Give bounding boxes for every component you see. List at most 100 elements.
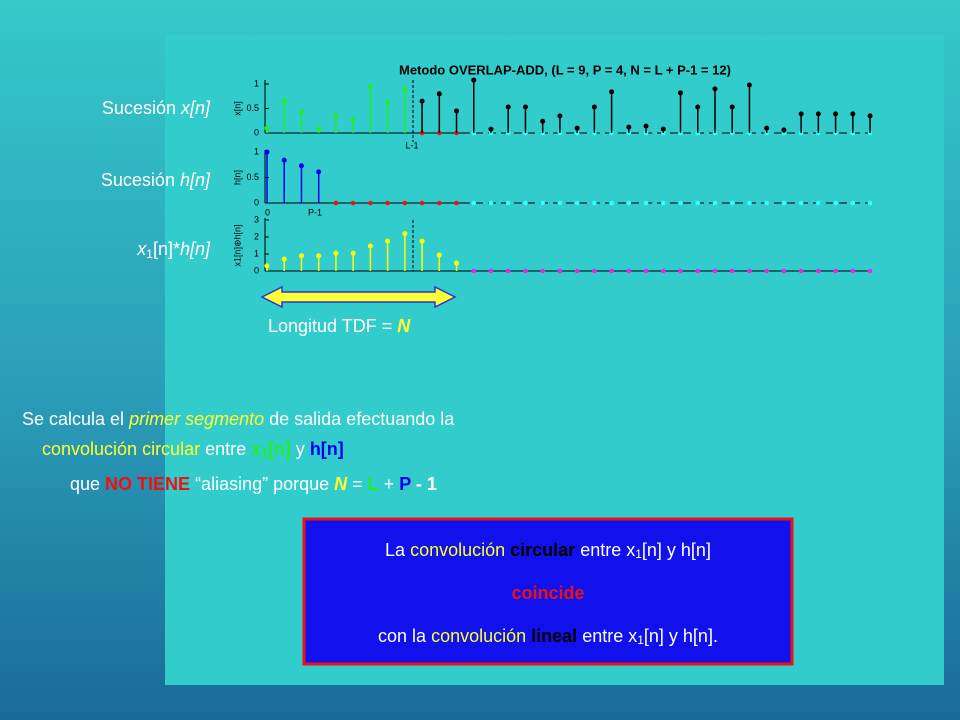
- stem-head: [436, 252, 442, 258]
- stem-head: [350, 250, 356, 256]
- decorations: [264, 80, 872, 272]
- marker-label: P-1: [308, 207, 322, 217]
- zero-dot: [833, 268, 838, 274]
- stem-head: [540, 118, 546, 124]
- zero-dot: [764, 200, 769, 206]
- zero-dot: [557, 200, 563, 206]
- text: circular: [510, 540, 575, 560]
- zero-dot: [523, 268, 528, 274]
- text: [n] y h[n].: [644, 626, 718, 646]
- text: P: [399, 474, 411, 494]
- stem-head: [522, 104, 528, 110]
- stem-head: [454, 260, 460, 266]
- stem-head: [781, 127, 787, 133]
- text: entre x: [577, 626, 637, 646]
- text: 1: [637, 633, 644, 647]
- zero-dot: [798, 268, 804, 274]
- baseline-dots: [333, 130, 873, 274]
- stem-head: [815, 111, 821, 117]
- zero-dot: [695, 268, 701, 274]
- label-text: *: [173, 239, 180, 259]
- stem-head: [298, 163, 304, 169]
- stem-head: [264, 263, 270, 269]
- label-text: [n]: [153, 239, 173, 259]
- dft-length: Longitud TDF = N: [268, 316, 411, 336]
- stem-head: [367, 84, 373, 90]
- zero-dot: [523, 200, 528, 206]
- axis-label: x[n]: [232, 101, 242, 116]
- text: +: [379, 474, 400, 494]
- text: [n]: [268, 439, 291, 459]
- zero-dot: [540, 200, 545, 206]
- zero-dot: [678, 200, 683, 206]
- y-tick-label: 1: [254, 146, 259, 156]
- label-text: x: [136, 239, 147, 259]
- box-line: con la convolución lineal entre x1[n] y …: [378, 626, 718, 647]
- stem-head: [298, 253, 304, 259]
- zero-dot: [867, 200, 873, 206]
- plot-title: Metodo OVERLAP-ADD, (L = 9, P = 4, N = L…: [399, 62, 731, 77]
- text: y: [291, 439, 310, 459]
- y-tick-label: 1: [254, 248, 259, 258]
- stem-head: [643, 123, 649, 129]
- stem-head: [281, 98, 287, 104]
- zero-dot: [643, 200, 649, 206]
- text: convolución: [410, 540, 510, 560]
- zero-dot: [488, 200, 494, 206]
- text: x: [251, 439, 261, 459]
- zero-dot: [678, 268, 683, 274]
- text: convolución: [431, 626, 531, 646]
- dft-text: Longitud TDF =: [268, 316, 397, 336]
- text: 1: [261, 446, 268, 460]
- stem-head: [591, 104, 597, 110]
- y-tick-label: 2: [254, 231, 259, 241]
- stem-head: [850, 111, 856, 117]
- stem-head: [626, 124, 632, 130]
- stem-head: [833, 111, 839, 117]
- zero-dot: [833, 200, 838, 206]
- stem-head: [557, 113, 563, 119]
- text: L: [368, 474, 379, 494]
- paragraph-line: Se calcula el primer segmento de salida …: [22, 409, 455, 429]
- zero-dot: [419, 200, 425, 206]
- text: entre x: [575, 540, 635, 560]
- stem-head: [695, 104, 701, 110]
- stem-head: [419, 238, 425, 244]
- zero-dot: [695, 200, 701, 206]
- zero-dot: [609, 268, 614, 274]
- zero-dot: [712, 200, 718, 206]
- stem-head: [316, 126, 322, 132]
- zero-dot: [626, 200, 632, 206]
- label-text: x[n]: [180, 98, 211, 118]
- zero-dot: [437, 200, 442, 206]
- text: que: [70, 474, 105, 494]
- stem-head: [746, 82, 752, 88]
- zero-dot: [816, 200, 821, 206]
- zero-dot: [402, 200, 408, 206]
- text: Se calcula el: [22, 409, 129, 429]
- label-text: 1: [146, 247, 153, 261]
- note-box: [302, 517, 794, 666]
- zero-dot: [350, 200, 356, 206]
- label-text: Sucesión: [101, 170, 180, 190]
- zero-dot: [729, 200, 735, 206]
- text: con la: [378, 626, 431, 646]
- text: coincide: [511, 583, 584, 603]
- axis-label: h[n]: [232, 170, 242, 185]
- zero-dot: [574, 200, 580, 206]
- zero-dot: [368, 200, 373, 206]
- label-text: h[n]: [180, 170, 211, 190]
- y-tick-label: 0: [254, 197, 259, 207]
- stem-head: [281, 157, 287, 163]
- stem-head: [316, 169, 322, 175]
- zero-dot: [333, 200, 339, 206]
- zero-dot: [747, 268, 752, 274]
- zero-dot: [557, 268, 563, 274]
- label-conv: x1[n]*h[n]: [136, 239, 211, 261]
- zero-dot: [385, 200, 390, 206]
- stem-head: [333, 113, 339, 119]
- stem-head: [471, 77, 477, 83]
- label-text: h[n]: [180, 239, 211, 259]
- stem-head: [367, 243, 373, 249]
